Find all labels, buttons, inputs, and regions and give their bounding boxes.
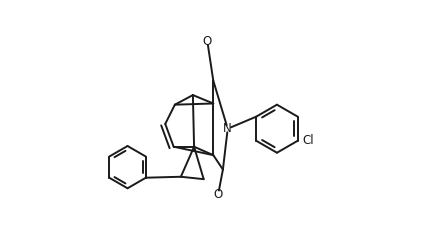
Text: Cl: Cl bbox=[302, 134, 314, 147]
Text: O: O bbox=[202, 35, 212, 48]
Text: O: O bbox=[214, 188, 223, 201]
Text: N: N bbox=[224, 122, 232, 135]
